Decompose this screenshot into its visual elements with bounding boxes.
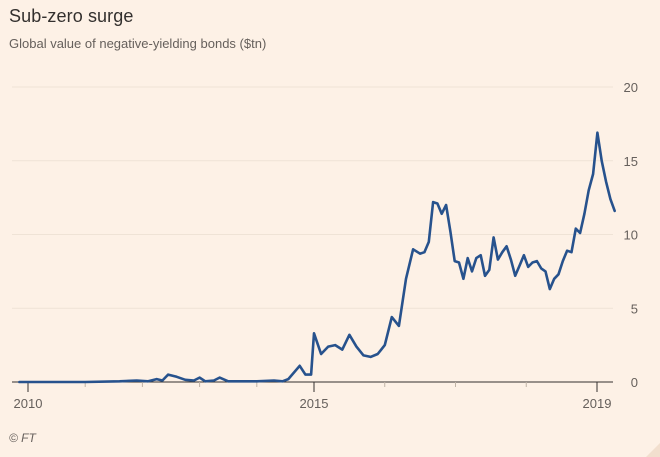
chart-subtitle: Global value of negative-yielding bonds … (9, 36, 267, 51)
y-tick-label-0: 0 (631, 375, 638, 390)
x-tick-label-2010: 2010 (14, 396, 43, 411)
y-tick-label-20: 20 (624, 80, 638, 95)
y-tick-label-10: 10 (624, 228, 638, 243)
x-tick-label-2015: 2015 (300, 396, 329, 411)
y-tick-label-15: 15 (624, 154, 638, 169)
x-tick-label-2019: 2019 (583, 396, 612, 411)
y-tick-label-5: 5 (631, 301, 638, 316)
series-line-0 (18, 131, 616, 384)
corner-fold (646, 443, 660, 457)
chart-title: Sub-zero surge (9, 6, 134, 26)
source-credit: © FT (9, 431, 36, 445)
